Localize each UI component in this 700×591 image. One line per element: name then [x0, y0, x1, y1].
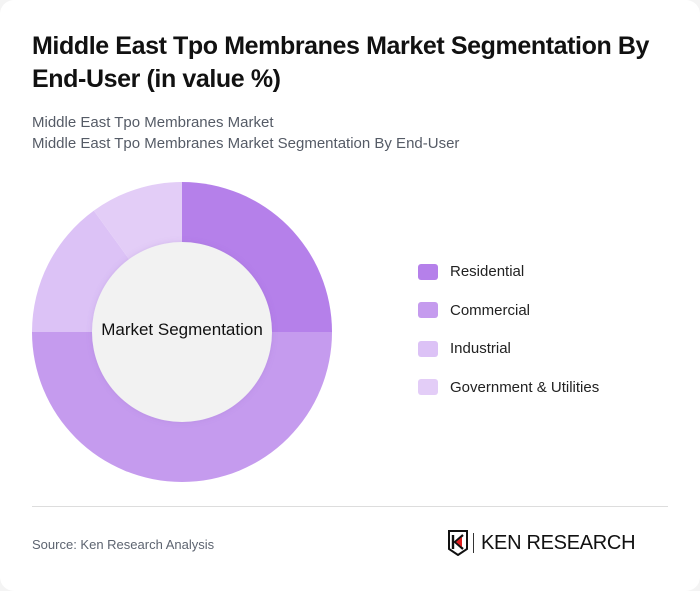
logo-divider — [473, 533, 474, 553]
donut-center-label: Market Segmentation — [101, 320, 263, 339]
chart-legend: Residential Commercial Industrial Govern… — [418, 262, 599, 416]
legend-label: Government & Utilities — [450, 378, 600, 396]
legend-swatch-commercial — [418, 302, 438, 318]
footer-divider — [32, 506, 668, 507]
donut-chart — [32, 182, 332, 482]
legend-label: Commercial — [450, 301, 531, 319]
legend-label: Residential — [450, 263, 525, 280]
legend-item-commercial[interactable]: Commercial — [418, 301, 599, 320]
page-title: Middle East Tpo Membranes Market Segment… — [32, 32, 650, 93]
logo-text: KEN RESEARCH — [481, 531, 636, 554]
legend-swatch-government-utilities — [418, 379, 438, 395]
legend-swatch-industrial — [418, 340, 438, 357]
subtitle-market: Middle East Tpo Membranes Market — [32, 114, 274, 131]
chart-subtitle: Middle East Tpo Membranes Market Middle … — [32, 112, 459, 154]
ken-research-logo: KEN RESEARCH — [447, 530, 636, 556]
legend-item-residential[interactable]: Residential — [418, 262, 599, 281]
legend-label: Industrial — [450, 340, 511, 357]
legend-swatch-residential — [418, 263, 438, 280]
ken-shield-icon — [448, 530, 468, 556]
donut-hole — [92, 242, 272, 422]
source-note: Source: Ken Research Analysis — [32, 537, 215, 552]
legend-item-government-utilities[interactable]: Government & Utilities — [418, 378, 599, 397]
subtitle-segmentation: Middle East Tpo Membranes Market Segment… — [32, 135, 460, 152]
legend-item-industrial[interactable]: Industrial — [418, 339, 599, 358]
